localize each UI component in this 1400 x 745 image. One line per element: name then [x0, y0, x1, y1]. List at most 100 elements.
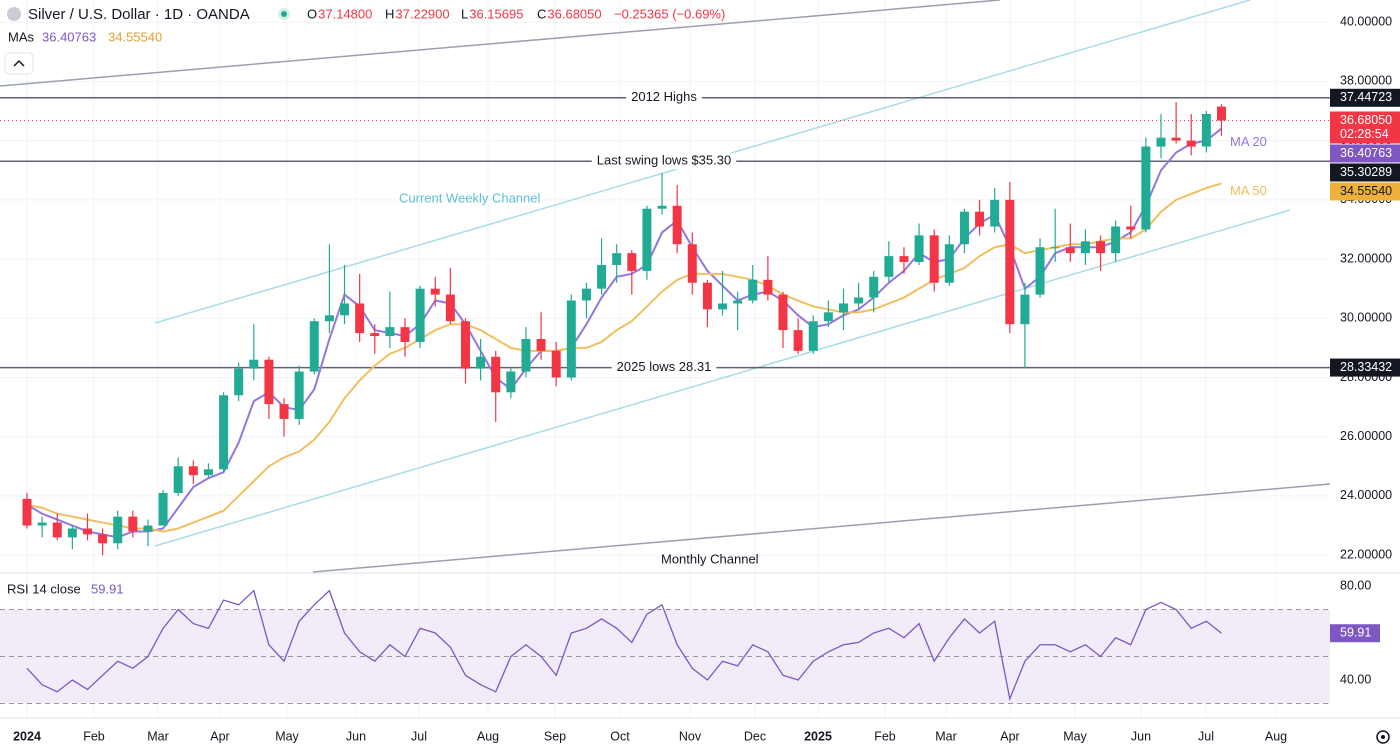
rsi-tick-label: 40.00 — [1340, 672, 1371, 686]
x-tick-label: Jul — [1198, 729, 1214, 743]
candle-body — [763, 279, 773, 295]
settings-icon[interactable] — [1376, 730, 1390, 744]
candle-body — [1186, 140, 1196, 147]
y-tick-label: 32.00000 — [1340, 251, 1392, 265]
candle-body — [67, 528, 77, 538]
candle-body — [581, 288, 591, 301]
candle-body — [854, 297, 864, 304]
level-label: Last swing lows $35.30 — [597, 153, 731, 168]
candle-body — [491, 356, 501, 393]
candle-body — [219, 395, 229, 470]
candle-body — [778, 294, 788, 331]
candle-body — [944, 244, 954, 283]
monthly-channel-lower — [312, 483, 1331, 573]
x-tick-label: Jun — [346, 729, 366, 743]
candle-body — [959, 211, 969, 245]
weekly-channel-label: Current Weekly Channel — [399, 190, 540, 205]
candle-body — [385, 327, 395, 337]
price-badge-label: 36.40763 — [1340, 146, 1392, 160]
candle-body — [1126, 226, 1136, 230]
level-label: 2012 Highs — [631, 89, 697, 104]
quote-label: L — [461, 6, 468, 21]
quote-value: 36.15695 — [469, 6, 523, 21]
candle-body — [279, 404, 289, 419]
price-badge — [1330, 358, 1400, 377]
quote-label: H — [385, 6, 394, 21]
plot: 2012 Highs Last swing lows $35.30 2025 low… — [0, 89, 1330, 705]
candle-body — [793, 330, 803, 351]
rsi-tick-label: 80.00 — [1340, 578, 1371, 592]
candle-body — [551, 350, 561, 378]
candle-body — [400, 327, 410, 342]
candle-body — [718, 303, 728, 310]
candle-body — [1111, 226, 1121, 254]
ma20-value: 36.40763 — [42, 29, 96, 44]
candle-body — [1171, 137, 1181, 141]
candle-body — [1156, 137, 1166, 147]
candle-body — [1020, 294, 1030, 325]
candle-body — [52, 522, 62, 538]
rsi-value: 59.91 — [91, 581, 124, 596]
candle-body — [702, 282, 712, 310]
x-tick-label: 2024 — [13, 729, 41, 743]
x-tick-label: Jun — [1131, 729, 1151, 743]
level-label-bg — [626, 89, 702, 106]
candle-body — [597, 264, 607, 289]
level-label-bg — [611, 359, 717, 376]
candle-body — [899, 256, 909, 263]
x-tick-label: Dec — [744, 729, 766, 743]
candle-body — [838, 303, 848, 313]
candle-body — [173, 466, 183, 493]
y-tick-label: 26.00000 — [1340, 429, 1392, 443]
level-label-bg — [591, 153, 737, 170]
rsi-line — [26, 589, 1222, 702]
ma-name: MA 50 — [1230, 183, 1267, 198]
candle-body — [1035, 247, 1045, 295]
candle-body — [990, 199, 1000, 227]
rsi-badge-label: 59.91 — [1340, 626, 1371, 640]
candle-body — [687, 244, 697, 283]
candle-body — [476, 356, 486, 369]
x-tick-label: Apr — [210, 729, 229, 743]
gear[interactable] — [1376, 730, 1390, 744]
candle-body — [733, 300, 743, 304]
level-label: 2025 lows 28.31 — [617, 359, 712, 374]
collapse-button[interactable] — [4, 52, 34, 75]
price-badge-label: 28.33432 — [1340, 360, 1392, 374]
x-tick-label: Sep — [544, 729, 566, 743]
monthly-channel-upper — [0, 0, 1001, 87]
chevron-icon — [13, 59, 25, 67]
candle-body — [672, 205, 682, 245]
gear-center[interactable] — [1381, 735, 1385, 739]
candle-body — [1201, 113, 1211, 147]
candle-body — [158, 492, 168, 526]
y-tick-label: 40.00000 — [1340, 15, 1392, 29]
ma-label: MAs — [8, 29, 35, 44]
candle-body — [370, 333, 380, 337]
candle-body — [249, 359, 259, 369]
change: −0.25365 (−0.69%) — [614, 6, 725, 21]
x-tick-label: Nov — [679, 729, 702, 743]
quote-value: 37.14800 — [318, 6, 372, 21]
x-tick-label: Feb — [83, 729, 105, 743]
candle-body — [642, 208, 652, 271]
candle-body — [975, 211, 985, 227]
x-tick-label: Aug — [477, 729, 499, 743]
x-tick-label: Apr — [1000, 729, 1019, 743]
candle-body — [823, 312, 833, 322]
ma-name: MA 20 — [1230, 134, 1267, 149]
y-tick-label: 38.00000 — [1340, 74, 1392, 88]
x-tick-label: Oct — [610, 729, 630, 743]
candle-body — [143, 525, 153, 532]
y-tick-label: 30.00000 — [1340, 311, 1392, 325]
candle-body — [37, 522, 47, 526]
price-badge-label: 37.44723 — [1340, 90, 1392, 104]
candle-body — [203, 469, 213, 476]
x-tick-label: 2025 — [804, 729, 832, 743]
candle-body — [1080, 241, 1090, 254]
candle-body — [309, 321, 319, 372]
quote-value: 36.68050 — [547, 6, 601, 21]
price-badge — [1330, 144, 1400, 163]
price-badge — [1330, 163, 1400, 182]
price-badge-label: 35.30289 — [1340, 165, 1392, 179]
